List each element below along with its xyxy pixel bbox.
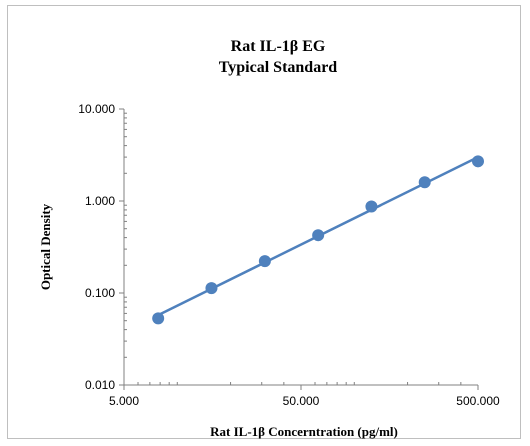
y-tick-label: 0.010 [85,378,115,392]
y-tick-label: 1.000 [85,194,115,208]
chart-area: Rat IL-1β EG Typical Standard 0.010 0.100… [7,5,521,439]
data-point [205,282,218,295]
data-point [312,229,325,242]
data-point [418,176,431,189]
data-point [365,200,378,213]
x-axis-ticks: 5.000 50.000 500.000 [109,382,500,408]
data-point [472,155,484,168]
series-layer [152,155,484,325]
x-tick-label: 5.000 [109,394,139,408]
y-axis-label: Optical Density [38,203,53,290]
y-tick-label: 0.100 [85,286,115,300]
chart-title: Rat IL-1β EG [231,38,326,55]
x-tick-label: 500.000 [456,394,500,408]
data-point [258,255,271,268]
x-tick-label: 50.000 [283,394,320,408]
chart-subtitle: Typical Standard [219,59,338,76]
chart-svg: Rat IL-1β EG Typical Standard 0.010 0.100… [38,38,500,439]
y-axis-ticks: 0.010 0.100 1.000 10.000 [78,102,127,392]
data-point [152,312,165,325]
y-tick-label: 10.000 [78,102,115,116]
x-axis-label: Rat IL-1β Concerntration (pg/ml) [210,424,398,439]
